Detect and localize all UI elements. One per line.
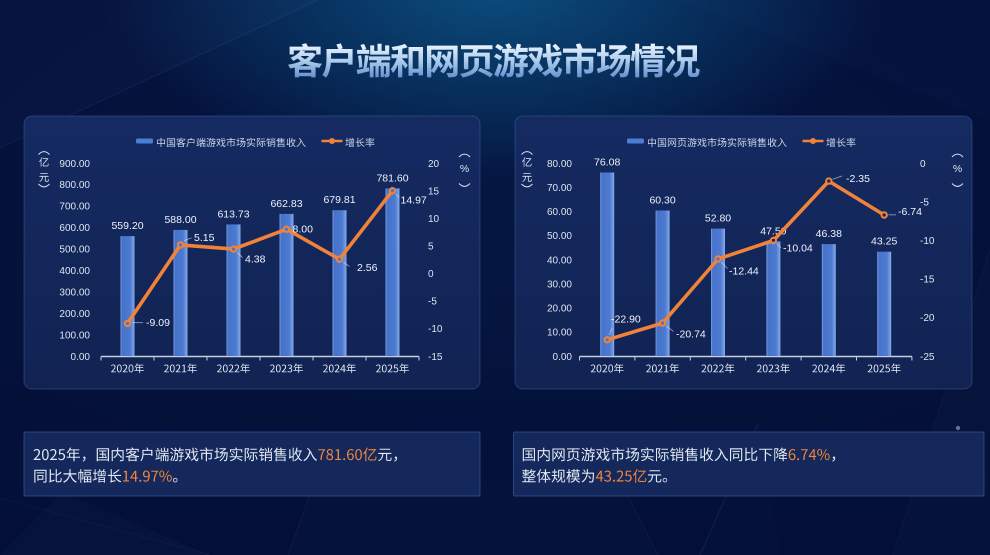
- svg-text:20.00: 20.00: [547, 304, 572, 315]
- svg-text:781.60: 781.60: [376, 172, 408, 184]
- svg-text:0.00: 0.00: [71, 352, 91, 363]
- svg-text:613.73: 613.73: [217, 208, 249, 220]
- svg-text:-6.74: -6.74: [898, 206, 922, 218]
- svg-text:76.08: 76.08: [594, 156, 620, 168]
- svg-text:900.00: 900.00: [59, 159, 90, 170]
- svg-text:-22.90: -22.90: [611, 314, 641, 326]
- svg-text:5: 5: [428, 242, 434, 253]
- svg-text:300.00: 300.00: [59, 287, 90, 298]
- svg-text:-25: -25: [920, 352, 935, 363]
- svg-text:46.38: 46.38: [816, 228, 842, 240]
- svg-text:50.00: 50.00: [547, 231, 572, 242]
- svg-text:52.80: 52.80: [705, 213, 731, 225]
- svg-text:600.00: 600.00: [59, 223, 90, 234]
- svg-text:-9.09: -9.09: [146, 317, 170, 329]
- svg-text:43.25: 43.25: [871, 236, 897, 248]
- svg-text:-20: -20: [920, 313, 935, 324]
- svg-text:588.00: 588.00: [164, 214, 196, 226]
- svg-text:0.00: 0.00: [553, 352, 573, 363]
- svg-text:20: 20: [428, 159, 440, 170]
- svg-text:%: %: [460, 163, 469, 175]
- svg-text:15: 15: [428, 186, 440, 197]
- svg-text:0: 0: [428, 269, 434, 280]
- svg-text:200.00: 200.00: [59, 309, 90, 320]
- svg-text:10.00: 10.00: [547, 328, 572, 339]
- svg-text:-10.04: -10.04: [783, 242, 813, 254]
- svg-text:5.15: 5.15: [194, 232, 215, 244]
- svg-text:0: 0: [920, 159, 926, 170]
- svg-text:100.00: 100.00: [59, 330, 90, 341]
- svg-text:500.00: 500.00: [59, 245, 90, 256]
- svg-text:559.20: 559.20: [111, 220, 143, 232]
- svg-text:-5: -5: [920, 197, 929, 208]
- svg-text:679.81: 679.81: [323, 194, 355, 206]
- svg-text:14.97: 14.97: [401, 195, 427, 207]
- svg-text:8.00: 8.00: [293, 224, 314, 236]
- svg-text:662.83: 662.83: [270, 198, 302, 210]
- svg-text:-15: -15: [428, 352, 443, 363]
- svg-text:400.00: 400.00: [59, 266, 90, 277]
- svg-text:-5: -5: [428, 297, 437, 308]
- svg-text:-10: -10: [428, 324, 443, 335]
- svg-text:-12.44: -12.44: [729, 265, 759, 277]
- svg-text:-2.35: -2.35: [846, 173, 870, 185]
- svg-text:30.00: 30.00: [547, 279, 572, 290]
- svg-text:%: %: [953, 163, 962, 175]
- svg-text:70.00: 70.00: [547, 183, 572, 194]
- svg-text:4.38: 4.38: [245, 253, 266, 265]
- svg-text:-10: -10: [920, 236, 935, 247]
- svg-text:60.00: 60.00: [547, 207, 572, 218]
- svg-text:60.30: 60.30: [649, 195, 675, 207]
- svg-text:-20.74: -20.74: [676, 328, 706, 340]
- svg-text:700.00: 700.00: [59, 202, 90, 213]
- svg-text:-15: -15: [920, 275, 935, 286]
- svg-text:800.00: 800.00: [59, 180, 90, 191]
- svg-text:10: 10: [428, 214, 440, 225]
- svg-text:2.56: 2.56: [357, 262, 378, 274]
- svg-text:80.00: 80.00: [547, 159, 572, 170]
- svg-text:40.00: 40.00: [547, 255, 572, 266]
